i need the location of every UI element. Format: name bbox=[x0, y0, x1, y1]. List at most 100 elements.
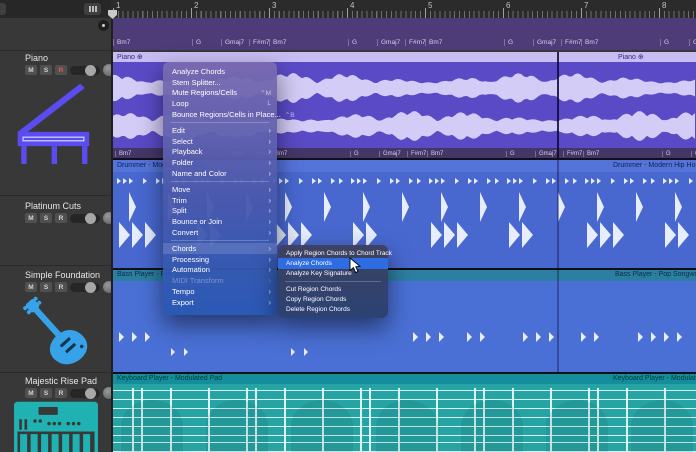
menu-item-name-and-color[interactable]: Name and Color › bbox=[172, 169, 271, 179]
region-name: Drummer - Modern Hip Hop bbox=[117, 162, 204, 169]
record-button[interactable]: R bbox=[55, 282, 67, 292]
menu-item-export[interactable]: Export › bbox=[172, 297, 271, 307]
chord-label: Gmaj7 bbox=[691, 151, 696, 157]
submenu-item-copy-region-chords[interactable]: Copy Region Chords bbox=[286, 295, 347, 303]
bass-guitar-icon bbox=[23, 296, 88, 365]
chord-label: F#m7 bbox=[563, 151, 582, 157]
menu-item-analyze-chords[interactable]: Analyze Chords bbox=[172, 66, 225, 76]
chord-label: G bbox=[662, 151, 671, 157]
track-header-panel: Piano M S R Platinum Cuts bbox=[0, 18, 115, 452]
menu-item-processing[interactable]: Processing › bbox=[172, 254, 271, 264]
menu-item-select[interactable]: Select › bbox=[172, 136, 271, 146]
solo-button[interactable]: S bbox=[40, 65, 52, 75]
chevron-right-icon: › bbox=[268, 136, 271, 146]
solo-button[interactable]: S bbox=[40, 213, 52, 223]
region-name: Bass Player - Pop Songwriter bbox=[615, 271, 696, 278]
region-chord-strip: Bm7GGmaj7F#m7Bm7GGmaj7F#m7Bm7GGmaj7F#m7B… bbox=[113, 148, 696, 158]
chevron-right-icon: › bbox=[268, 158, 271, 168]
chord-track[interactable]: Bm7 G Gmaj7 F#m7 Bm7 G Gmaj7 F#m7 Bm7 G Gmaj7 F#m7 B… bbox=[111, 18, 696, 50]
volume-slider[interactable] bbox=[70, 64, 100, 76]
menu-item-move[interactable]: Move › bbox=[172, 184, 271, 194]
bar-ruler[interactable]: 1 2 3 4 5 6 7 8 bbox=[111, 0, 696, 19]
menu-divider bbox=[171, 180, 269, 182]
menu-divider bbox=[285, 280, 381, 282]
menu-item-stem-splitter[interactable]: Stem Splitter... bbox=[172, 77, 221, 87]
menu-item-edit[interactable]: Edit › bbox=[172, 125, 271, 135]
piano-region-header[interactable]: Piano ⊕ Piano ⊕ bbox=[113, 52, 696, 62]
chord-label: G bbox=[506, 151, 515, 157]
menu-divider bbox=[171, 121, 269, 123]
volume-slider[interactable] bbox=[70, 281, 100, 293]
submenu-item-cut-region-chords[interactable]: Cut Region Chords bbox=[286, 285, 342, 293]
shortcut-label: L bbox=[267, 100, 271, 108]
chord-label: Gmaj7 bbox=[379, 151, 401, 157]
chevron-right-icon: › bbox=[268, 228, 271, 238]
menu-item-loop[interactable]: Loop L bbox=[172, 99, 271, 109]
mute-button[interactable]: M bbox=[25, 388, 37, 398]
keyboard-region-header[interactable]: Keyboard Player - Modulated Pad Keyboard… bbox=[113, 374, 696, 384]
menu-item-playback[interactable]: Playback › bbox=[172, 147, 271, 157]
chord-label: Bm7 bbox=[581, 39, 598, 46]
chord-label: F#m7 bbox=[405, 39, 426, 46]
volume-slider[interactable] bbox=[70, 212, 100, 224]
playhead-marker[interactable] bbox=[108, 10, 117, 19]
submenu-item-delete-region-chords[interactable]: Delete Region Chords bbox=[286, 306, 350, 314]
editor-toggle-button[interactable] bbox=[84, 3, 101, 15]
mute-button[interactable]: M bbox=[25, 65, 37, 75]
mute-button[interactable]: M bbox=[25, 282, 37, 292]
chord-label: G bbox=[660, 39, 669, 46]
solo-button[interactable]: S bbox=[40, 388, 52, 398]
solo-button[interactable]: S bbox=[40, 282, 52, 292]
menu-item-bounce-or-join[interactable]: Bounce or Join › bbox=[172, 217, 271, 227]
menu-item-trim[interactable]: Trim › bbox=[172, 195, 271, 205]
submenu-item-analyze-chords[interactable]: Analyze Chords bbox=[278, 258, 388, 269]
chord-label: Gmaj7 bbox=[533, 39, 556, 46]
grand-piano-icon bbox=[17, 83, 90, 164]
region-name: Keyboard Player - Modulated Pad bbox=[613, 375, 696, 382]
menu-item-bounce-regions-cells-in-place[interactable]: Bounce Regions/Cells in Place... ⌃B bbox=[172, 110, 295, 120]
menu-item-automation[interactable]: Automation › bbox=[172, 265, 271, 275]
submenu-item-apply-region-chords-to-chord-track[interactable]: Apply Region Chords to Chord Track bbox=[286, 249, 392, 257]
record-button[interactable]: R bbox=[55, 213, 67, 223]
chevron-right-icon: › bbox=[268, 195, 271, 205]
mute-button[interactable]: M bbox=[25, 213, 37, 223]
region-name: Bass Player - Pop Songwriter bbox=[117, 271, 208, 278]
menu-item-chords[interactable]: Chords › bbox=[163, 242, 277, 254]
track-options-button[interactable] bbox=[98, 20, 109, 31]
chevron-right-icon: › bbox=[268, 147, 271, 157]
chord-label: Bm7 bbox=[113, 39, 130, 46]
bar-number: 3 bbox=[272, 1, 277, 10]
region-name: Drummer - Modern Hip Hop bbox=[613, 162, 696, 169]
bar-number: 6 bbox=[506, 1, 511, 10]
loop-badge-icon: ⊕ bbox=[637, 54, 644, 61]
chevron-right-icon: › bbox=[268, 276, 271, 286]
chevron-right-icon: › bbox=[268, 254, 271, 264]
track-name: Piano bbox=[25, 53, 49, 63]
submenu-item-analyze-key-signature[interactable]: Analyze Key Signature bbox=[286, 270, 352, 278]
menu-item-midi-transform[interactable]: MIDI Transform › bbox=[172, 276, 271, 286]
keyboard-track-lane[interactable]: Keyboard Player - Modulated Pad Keyboard… bbox=[111, 374, 696, 452]
chord-label: Gmaj7 bbox=[221, 39, 244, 46]
audio-waveform bbox=[113, 72, 695, 142]
chevron-right-icon: › bbox=[268, 125, 271, 135]
chord-label: Gmaj7 bbox=[377, 39, 400, 46]
chevron-right-icon: › bbox=[268, 217, 271, 227]
record-button[interactable]: R bbox=[55, 388, 67, 398]
region-name: Keyboard Player - Modulated Pad bbox=[117, 375, 223, 382]
bass-region-header[interactable]: Bass Player - Pop Songwriter Bass Player… bbox=[113, 270, 696, 281]
toolbar-button-partial[interactable] bbox=[0, 3, 6, 15]
chevron-right-icon: › bbox=[268, 297, 271, 307]
record-button[interactable]: R bbox=[55, 65, 67, 75]
menu-item-mute-regions-cells[interactable]: Mute Regions/Cells ⌃M bbox=[172, 88, 271, 98]
menu-item-folder[interactable]: Folder › bbox=[172, 158, 271, 168]
menu-item-split[interactable]: Split › bbox=[172, 206, 271, 216]
volume-slider[interactable] bbox=[70, 387, 100, 399]
track-name: Simple Foundation bbox=[25, 270, 101, 280]
menu-item-convert[interactable]: Convert › bbox=[172, 228, 271, 238]
menu-item-tempo[interactable]: Tempo › bbox=[172, 287, 271, 297]
chord-label: Bm7 bbox=[269, 39, 286, 46]
track-name: Platinum Cuts bbox=[25, 201, 82, 211]
bar-number: 8 bbox=[662, 1, 667, 10]
shortcut-label: ⌃B bbox=[284, 111, 295, 119]
